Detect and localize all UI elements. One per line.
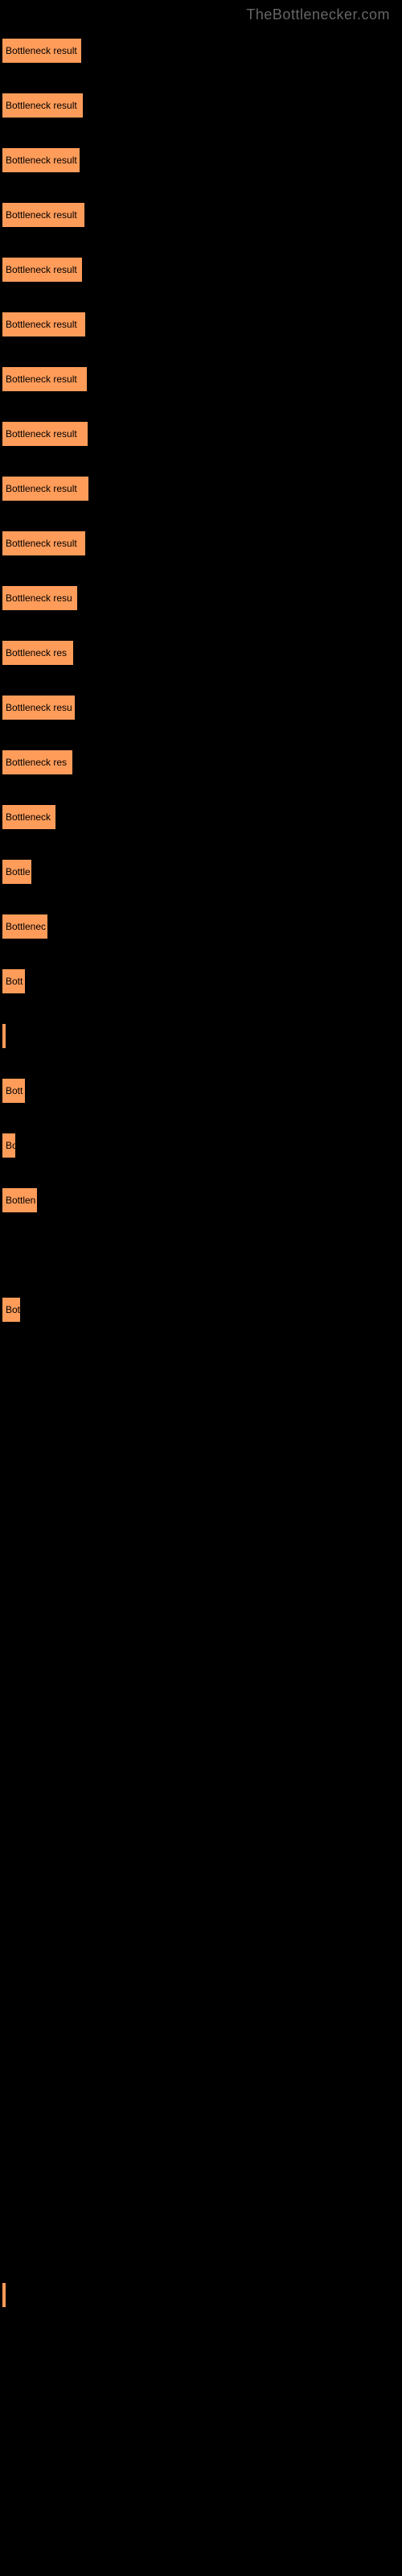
- bar-row: [2, 1023, 400, 1049]
- bar-label: Bottlenec: [6, 921, 46, 932]
- bar: [2, 2282, 6, 2308]
- bar-row: Bottleneck resu: [2, 585, 400, 611]
- bar-row: Bottleneck result: [2, 147, 400, 173]
- bar: Bottleneck res: [2, 640, 74, 666]
- bar-row: Bottleneck: [2, 804, 400, 830]
- bar-label: Bott: [6, 1085, 23, 1096]
- bar-row: [2, 1954, 400, 1979]
- bar-row: [2, 1844, 400, 1870]
- bar: Bott: [2, 1078, 26, 1104]
- bar-label: Bottleneck: [6, 811, 51, 823]
- bar: Bottleneck result: [2, 93, 84, 118]
- bar: Bottleneck res: [2, 749, 73, 775]
- bar-label: Bottleneck res: [6, 757, 67, 768]
- bar-row: Bottleneck res: [2, 640, 400, 666]
- bar-row: Bott: [2, 1078, 400, 1104]
- bar: [2, 1023, 6, 1049]
- bar: Bottleneck: [2, 804, 56, 830]
- bar-label: Bottleneck result: [6, 319, 77, 330]
- bar-row: Bottleneck result: [2, 312, 400, 337]
- bar-row: Bottle: [2, 859, 400, 885]
- bar-row: Bottleneck res: [2, 749, 400, 775]
- bar-row: [2, 2282, 400, 2308]
- bar-label: Bottleneck resu: [6, 702, 72, 713]
- bar-label: Bottle: [6, 866, 31, 877]
- bar-row: [2, 1516, 400, 1542]
- bar-row: [2, 1352, 400, 1377]
- bar: Bottle: [2, 859, 32, 885]
- bar-row: Bottleneck result: [2, 202, 400, 228]
- bar: Bottleneck result: [2, 421, 88, 447]
- bar-row: Bottleneck resu: [2, 695, 400, 720]
- bar-label: Bott: [6, 976, 23, 987]
- bar-row: [2, 1790, 400, 1815]
- bar-label: Bottleneck result: [6, 155, 77, 166]
- bar-row: Bottleneck result: [2, 93, 400, 118]
- bar: Bottlenec: [2, 914, 48, 939]
- bar: Bottleneck result: [2, 257, 83, 283]
- bar-row: [2, 2227, 400, 2253]
- bar-row: Bottlen: [2, 1187, 400, 1213]
- bar-row: [2, 1571, 400, 1596]
- bar-row: Bottleneck result: [2, 257, 400, 283]
- bar-label: Bottleneck result: [6, 264, 77, 275]
- bar: Bottleneck result: [2, 202, 85, 228]
- bar-row: Bottlenec: [2, 914, 400, 939]
- bar-row: Bot: [2, 1297, 400, 1323]
- bar-label: Bottleneck result: [6, 483, 77, 494]
- bar-row: [2, 2392, 400, 2417]
- bar-chart: Bottleneck result Bottleneck result Bottle…: [0, 30, 402, 2462]
- bar-row: [2, 2173, 400, 2198]
- bar: Bottlen: [2, 1187, 38, 1213]
- bar-row: Bottleneck result: [2, 421, 400, 447]
- bar: Bo: [2, 1133, 16, 1158]
- bar-label: Bottlen: [6, 1195, 35, 1206]
- watermark-text: TheBottlenecker.com: [0, 0, 402, 30]
- bar-row: [2, 1406, 400, 1432]
- bar: Bottleneck result: [2, 530, 86, 556]
- bar-label: Bo: [6, 1140, 16, 1151]
- bar: Bot: [2, 1297, 21, 1323]
- bar: Bottleneck result: [2, 476, 89, 502]
- bar-label: Bottleneck result: [6, 538, 77, 549]
- bar: Bott: [2, 968, 26, 994]
- bar-row: Bott: [2, 968, 400, 994]
- bar-label: Bottleneck result: [6, 428, 77, 440]
- bar-row: [2, 2337, 400, 2363]
- bar-row: Bottleneck result: [2, 476, 400, 502]
- bar-row: [2, 2118, 400, 2144]
- bar-row: [2, 1242, 400, 1268]
- bar: Bottleneck result: [2, 312, 86, 337]
- bar-row: [2, 2008, 400, 2034]
- bar-label: Bottleneck result: [6, 209, 77, 221]
- bar-row: Bottleneck result: [2, 38, 400, 64]
- bar-label: Bottleneck result: [6, 45, 77, 56]
- bar-row: [2, 2063, 400, 2089]
- bar-label: Bottleneck resu: [6, 592, 72, 604]
- bar-row: [2, 1735, 400, 1761]
- bar-row: Bottleneck result: [2, 530, 400, 556]
- bar-row: Bottleneck result: [2, 366, 400, 392]
- bar-row: [2, 1680, 400, 1706]
- bar-row: [2, 1899, 400, 1925]
- bar-label: Bottleneck result: [6, 100, 77, 111]
- bar: Bottleneck resu: [2, 585, 78, 611]
- bar-row: Bo: [2, 1133, 400, 1158]
- bar-label: Bot: [6, 1304, 20, 1315]
- bar-label: Bottleneck result: [6, 374, 77, 385]
- bar: Bottleneck resu: [2, 695, 76, 720]
- bar: Bottleneck result: [2, 366, 88, 392]
- bar-label: Bottleneck res: [6, 647, 67, 658]
- bar: Bottleneck result: [2, 147, 80, 173]
- bar-row: [2, 1461, 400, 1487]
- bar-row: [2, 1625, 400, 1651]
- bar: Bottleneck result: [2, 38, 82, 64]
